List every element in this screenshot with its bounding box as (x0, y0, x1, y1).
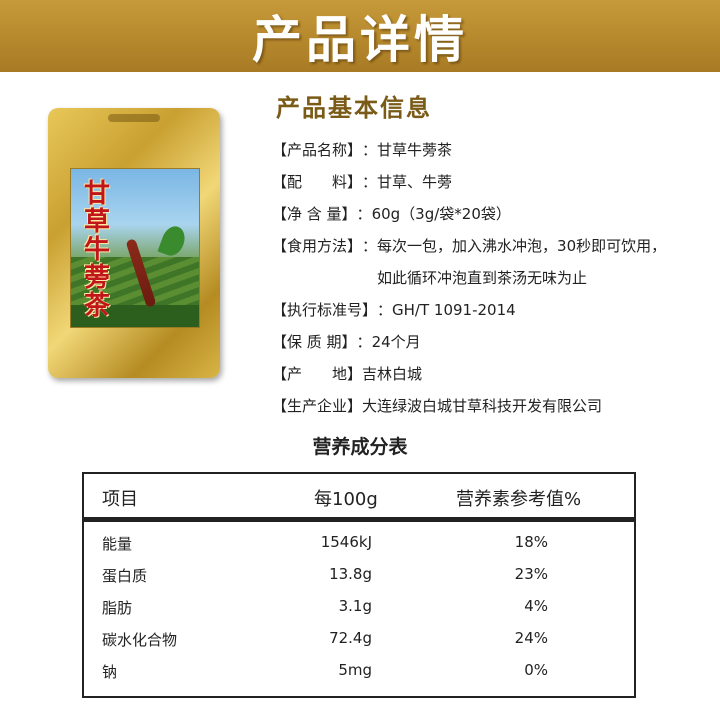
nutrient-nrv: 23% (514, 565, 548, 583)
nutrient-name: 钠 (102, 663, 118, 681)
product-image: 甘草牛蒡茶 (40, 100, 230, 390)
info-separator: ： (356, 333, 372, 351)
info-row-shelf-life: 【保 质 期】 ： 24个月 (272, 326, 712, 358)
info-row-name: 【产品名称】 ： 甘草牛蒡茶 (272, 134, 712, 166)
info-heading: 产品基本信息 (276, 94, 432, 122)
info-value: 甘草、牛蒡 (377, 173, 453, 191)
product-bag: 甘草牛蒡茶 (48, 108, 220, 378)
nutrition-table: 项目 每100g 营养素参考值% 能量 1546kJ 18% 蛋白质 13.8g… (82, 472, 636, 698)
info-separator: ： (377, 301, 393, 319)
nutrition-row-energy: 能量 1546kJ 18% (84, 528, 634, 558)
info-value: 每次一包，加入沸水冲泡，30秒即可饮用，如此循环冲泡直到茶汤无味为止 (377, 237, 667, 287)
info-row-manufacturer: 【生产企业】 大连绿波白城甘草科技开发有限公司 (272, 390, 712, 422)
nutrient-nrv: 18% (514, 533, 548, 551)
info-value: 60g（3g/袋*20袋） (371, 205, 511, 223)
info-separator: ： (356, 205, 372, 223)
info-value: GH/T 1091-2014 (392, 301, 516, 319)
page-title: 产品详情 (252, 11, 468, 69)
info-value: 吉林白城 (362, 365, 423, 383)
nutrient-name: 蛋白质 (102, 567, 148, 585)
info-separator: ： (362, 141, 378, 159)
info-label: 【生产企业】 (272, 397, 363, 415)
info-value: 甘草牛蒡茶 (377, 141, 453, 159)
nutrient-name: 碳水化合物 (102, 631, 178, 649)
header-banner: 产品详情 (0, 0, 720, 72)
bag-bottom-stripe (71, 305, 199, 327)
info-row-standard: 【执行标准号】 ： GH/T 1091-2014 (272, 294, 712, 326)
bag-hang-hole (108, 114, 160, 122)
info-row-net-content: 【净 含 量】 ： 60g（3g/袋*20袋） (272, 198, 712, 230)
nutrition-title: 营养成分表 (312, 436, 408, 458)
nutrient-amount: 5mg (338, 661, 372, 679)
nutrient-nrv: 24% (514, 629, 548, 647)
info-row-usage: 【食用方法】 ： 每次一包，加入沸水冲泡，30秒即可饮用，如此循环冲泡直到茶汤无… (272, 230, 712, 294)
info-label: 【产品名称】 (272, 141, 363, 159)
nutrition-row-sodium: 钠 5mg 0% (84, 656, 634, 686)
product-info-list: 【产品名称】 ： 甘草牛蒡茶 【配 料】 ： 甘草、牛蒡 【净 含 量】 ： 6… (272, 134, 712, 422)
info-label: 【保 质 期】 (272, 333, 357, 351)
nutrient-amount: 13.8g (329, 565, 372, 583)
info-row-ingredients: 【配 料】 ： 甘草、牛蒡 (272, 166, 712, 198)
header-nrv: 营养素参考值% (456, 489, 582, 510)
nutrient-amount: 3.1g (338, 597, 372, 615)
nutrient-nrv: 0% (524, 661, 548, 679)
header-per-100g: 每100g (314, 489, 378, 510)
info-separator: ： (362, 237, 378, 255)
nutrient-amount: 72.4g (329, 629, 372, 647)
info-value: 大连绿波白城甘草科技开发有限公司 (362, 397, 603, 415)
nutrition-row-carbohydrate: 碳水化合物 72.4g 24% (84, 624, 634, 654)
info-label: 【食用方法】 (272, 237, 363, 255)
nutrient-name: 能量 (102, 535, 133, 553)
header-item: 项目 (102, 489, 138, 510)
nutrition-header-row: 项目 每100g 营养素参考值% (84, 474, 634, 522)
nutrition-row-fat: 脂肪 3.1g 4% (84, 592, 634, 622)
info-label: 【执行标准号】 (272, 301, 378, 319)
info-value: 24个月 (371, 333, 421, 351)
info-separator: ： (362, 173, 378, 191)
nutrient-name: 脂肪 (102, 599, 133, 617)
nutrition-row-protein: 蛋白质 13.8g 23% (84, 560, 634, 590)
nutrient-nrv: 4% (524, 597, 548, 615)
info-label: 【产 地】 (272, 365, 363, 383)
info-label: 【净 含 量】 (272, 205, 357, 223)
info-row-origin: 【产 地】 吉林白城 (272, 358, 712, 390)
info-label: 【配 料】 (272, 173, 363, 191)
nutrient-amount: 1546kJ (320, 533, 372, 551)
bag-product-name: 甘草牛蒡茶 (84, 179, 111, 321)
